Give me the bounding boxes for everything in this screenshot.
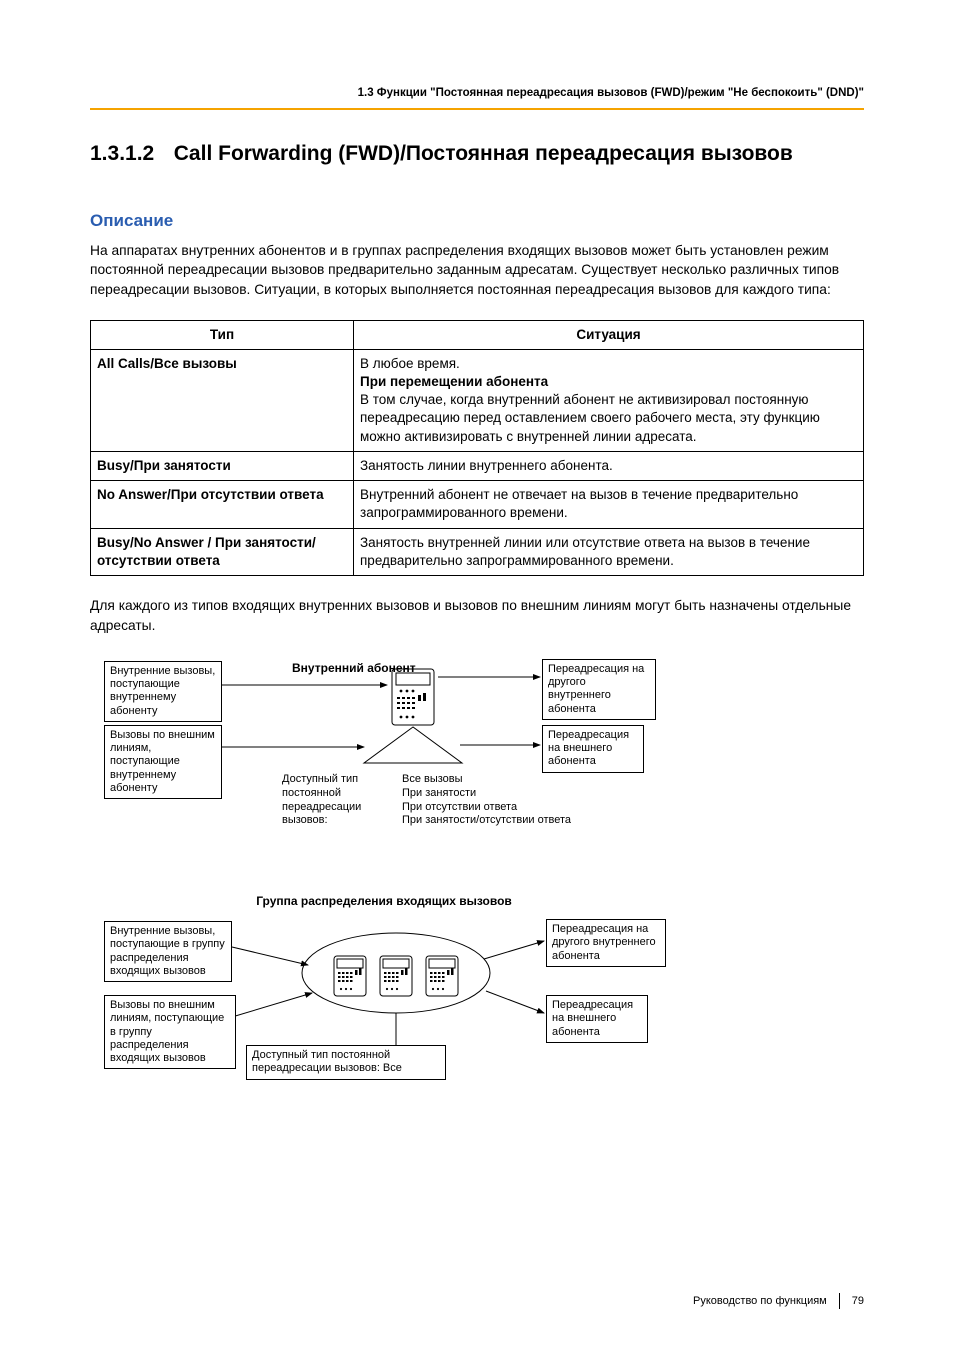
diagram2-box-out1: Переадресация на другого внутреннего або… (546, 919, 666, 967)
section-title: 1.3.1.2 Call Forwarding (FWD)/Постоянная… (90, 140, 864, 168)
diagram-extension: Внутренние вызовы, поступающие внутренне… (104, 655, 664, 875)
diagram2-box-in2: Вызовы по внешним линиям, поступающие в … (104, 995, 236, 1069)
avail-item: Все вызовы (402, 773, 463, 785)
diagram-box-out2: Переадресация на внешнего абонента (542, 725, 644, 773)
cell-type: Busy/При занятости (91, 451, 354, 480)
footer-divider-icon (839, 1293, 840, 1309)
cell-situation: В любое время. При перемещении абонента … (354, 349, 864, 451)
diagram-group: Внутренние вызовы, поступающие в группу … (104, 915, 664, 1115)
footer-page-number: 79 (852, 1294, 864, 1309)
diagram-box-in1: Внутренние вызовы, поступающие внутренне… (104, 661, 222, 722)
table-row: Busy/No Answer / При занятости/отсутстви… (91, 528, 864, 575)
diagram-box-out1: Переадресация на другого внутреннего або… (542, 659, 656, 720)
avail-item: При занятости/отсутствии ответа (402, 814, 571, 826)
types-table: Тип Ситуация All Calls/Все вызовы В любо… (90, 320, 864, 576)
diagram2-avail: Доступный тип постоянной переадресации в… (246, 1045, 446, 1079)
diagram-box-in2: Вызовы по внешним линиям, поступающие вн… (104, 725, 222, 799)
paragraph-2: Для каждого из типов входящих внутренних… (90, 596, 864, 635)
cell-type: All Calls/Все вызовы (91, 349, 354, 451)
footer-text: Руководство по функциям (693, 1294, 827, 1309)
table-row: No Answer/При отсутствии ответа Внутренн… (91, 481, 864, 528)
header-type: Тип (91, 320, 354, 349)
cell-situation: Занятость внутренней линии или отсутстви… (354, 528, 864, 575)
page: 1.3 Функции "Постоянная переадресация вы… (0, 0, 954, 1351)
diagram-avail-list: Все вызовы При занятости При отсутствии … (402, 773, 572, 828)
avail-item: При занятости (402, 787, 476, 799)
subsection-heading: Описание (90, 210, 864, 233)
top-rule (90, 108, 864, 110)
diagram2-box-in1: Внутренние вызовы, поступающие в группу … (104, 921, 232, 982)
page-footer: Руководство по функциям 79 (693, 1293, 864, 1309)
diagram-center-title: Внутренний абонент (292, 661, 416, 676)
table-row: Busy/При занятости Занятость линии внутр… (91, 451, 864, 480)
table-row: All Calls/Все вызовы В любое время. При … (91, 349, 864, 451)
diagram2-title: Группа распределения входящих вызовов (104, 893, 664, 909)
header-situation: Ситуация (354, 320, 864, 349)
table-header-row: Тип Ситуация (91, 320, 864, 349)
avail-item: При отсутствии ответа (402, 801, 517, 813)
running-head: 1.3 Функции "Постоянная переадресация вы… (90, 86, 864, 102)
intro-paragraph: На аппаратах внутренних абонентов и в гр… (90, 241, 864, 300)
diagram2-box-out2: Переадресация на внешнего абонента (546, 995, 648, 1043)
cell-type: No Answer/При отсутствии ответа (91, 481, 354, 528)
situation-line: В любое время. (360, 356, 460, 371)
section-title-text: Call Forwarding (FWD)/Постоянная переадр… (174, 140, 814, 168)
situation-bold: При перемещении абонента (360, 374, 548, 389)
diagram-avail-label: Доступный тип постоянной переадресации в… (282, 773, 388, 828)
cell-type: Busy/No Answer / При занятости/отсутстви… (91, 528, 354, 575)
cell-situation: Внутренний абонент не отвечает на вызов … (354, 481, 864, 528)
cell-situation: Занятость линии внутреннего абонента. (354, 451, 864, 480)
section-number: 1.3.1.2 (90, 140, 170, 168)
situation-rest: В том случае, когда внутренний абонент н… (360, 392, 820, 443)
